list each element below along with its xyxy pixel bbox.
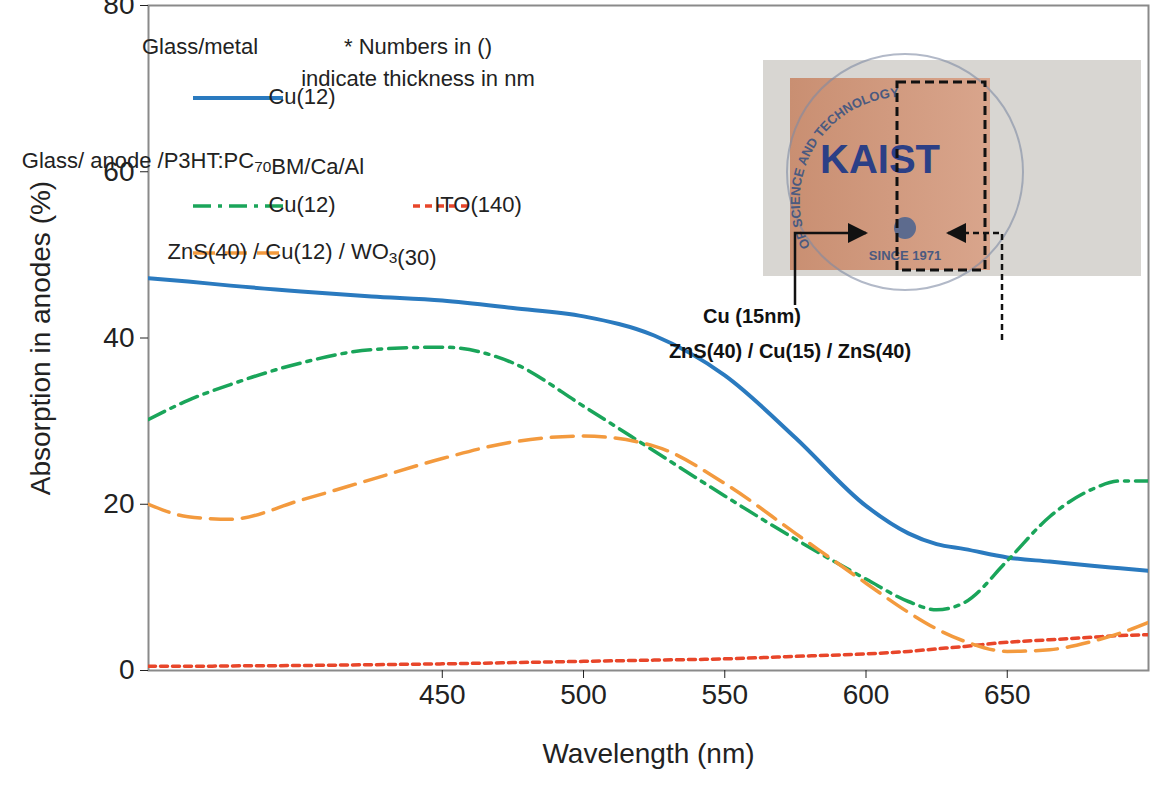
svg-text:Glass/metal: Glass/metal xyxy=(142,34,258,59)
svg-text:20: 20 xyxy=(103,488,134,519)
svg-text:KOREA ADVANCED INSTITUTE OF SC: KOREA ADVANCED INSTITUTE OF SCIENCE AND … xyxy=(0,0,900,256)
svg-text:Cu(12): Cu(12) xyxy=(268,192,335,217)
svg-text:500: 500 xyxy=(560,679,607,710)
svg-text:Absorption in anodes (%): Absorption in anodes (%) xyxy=(25,181,56,495)
svg-text:650: 650 xyxy=(984,679,1031,710)
svg-text:450: 450 xyxy=(419,679,466,710)
svg-text:ZnS(40) / Cu(15) / ZnS(40): ZnS(40) / Cu(15) / ZnS(40) xyxy=(669,340,911,362)
svg-text:SINCE 1971: SINCE 1971 xyxy=(869,248,941,263)
svg-text:indicate thickness in nm: indicate thickness in nm xyxy=(301,66,535,91)
svg-text:Glass/ anode /P3HT:PC70BM/Ca/A: Glass/ anode /P3HT:PC70BM/Ca/Al xyxy=(22,148,364,179)
svg-text:Wavelength (nm): Wavelength (nm) xyxy=(542,738,754,769)
svg-text:550: 550 xyxy=(701,679,748,710)
svg-text:0: 0 xyxy=(119,654,135,685)
svg-text:KAIST: KAIST xyxy=(820,137,940,181)
svg-text:80: 80 xyxy=(103,0,134,20)
svg-text:40: 40 xyxy=(103,322,134,353)
svg-text:600: 600 xyxy=(843,679,890,710)
svg-text:Cu(12): Cu(12) xyxy=(268,84,335,109)
svg-text:ZnS(40) / Cu(12) / WO3(30): ZnS(40) / Cu(12) / WO3(30) xyxy=(168,239,437,270)
svg-text:ITO(140): ITO(140) xyxy=(434,192,522,217)
svg-text:Cu (15nm): Cu (15nm) xyxy=(703,305,801,327)
svg-text:* Numbers in (): * Numbers in () xyxy=(344,34,492,59)
